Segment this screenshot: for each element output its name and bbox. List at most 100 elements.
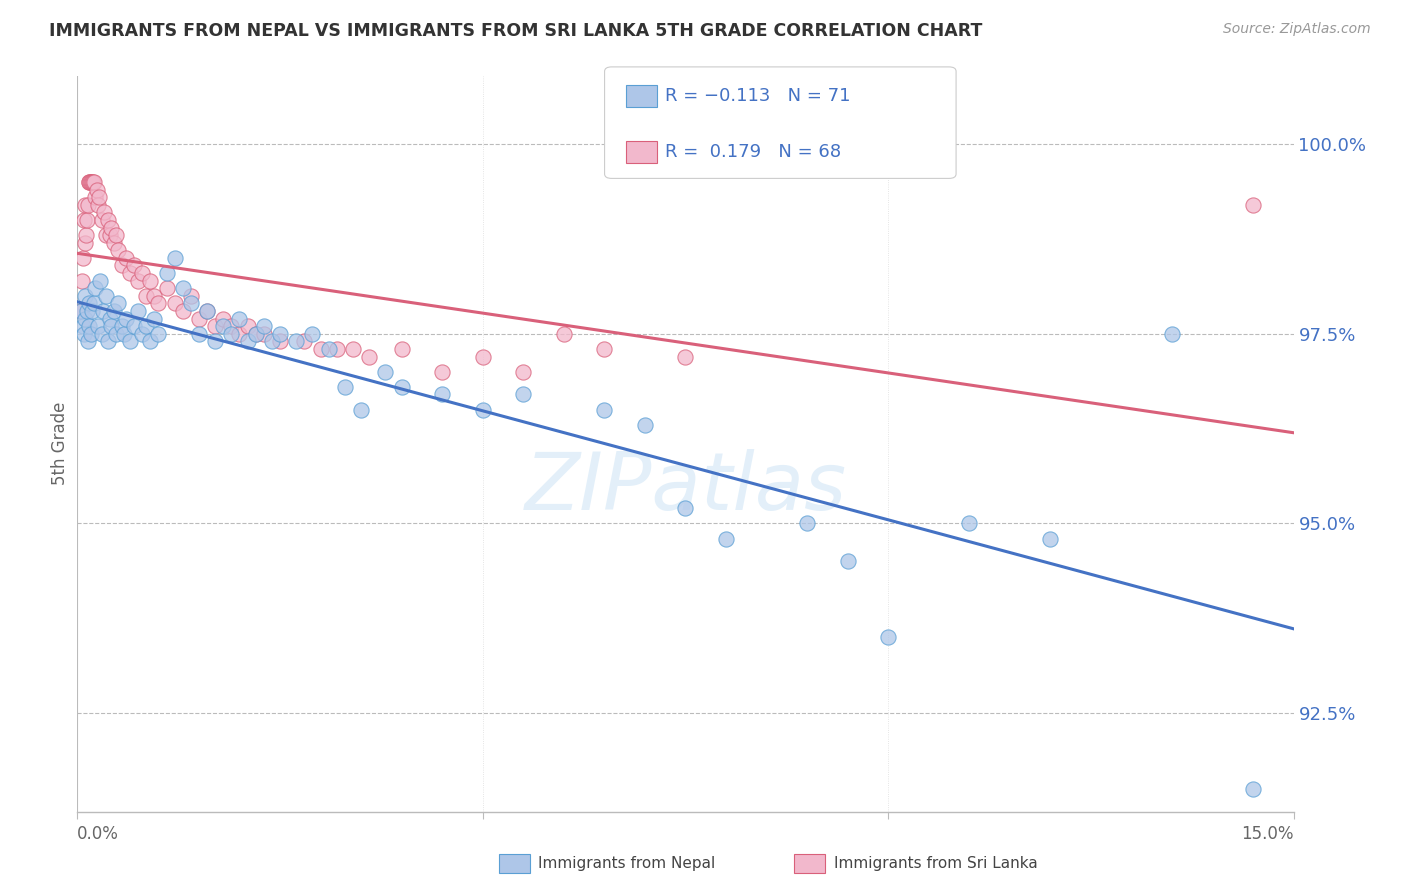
Point	[221, 319, 243, 334]
Point	[180, 289, 202, 303]
Point	[309, 342, 332, 356]
Point	[269, 334, 291, 349]
Point	[86, 319, 108, 334]
Point	[471, 350, 494, 364]
Point	[79, 175, 101, 189]
Point	[97, 213, 120, 227]
Point	[714, 532, 737, 546]
Point	[326, 342, 349, 356]
Point	[131, 326, 153, 341]
Point	[957, 516, 980, 531]
Point	[221, 326, 243, 341]
Point	[98, 228, 121, 243]
Point	[1161, 326, 1184, 341]
Point	[260, 334, 283, 349]
Point	[83, 175, 105, 189]
Point	[675, 350, 697, 364]
Point	[127, 304, 149, 318]
Point	[79, 296, 101, 310]
Point	[115, 311, 138, 326]
Point	[593, 402, 616, 417]
Point	[359, 350, 381, 364]
Point	[94, 228, 117, 243]
Point	[69, 304, 91, 318]
Point	[112, 326, 135, 341]
Point	[430, 387, 453, 401]
Point	[204, 319, 226, 334]
Point	[86, 198, 108, 212]
Point	[1241, 781, 1264, 796]
Point	[90, 213, 112, 227]
Point	[430, 365, 453, 379]
Point	[100, 319, 122, 334]
Text: R = −0.113   N = 71: R = −0.113 N = 71	[665, 87, 851, 105]
Point	[93, 205, 115, 219]
Point	[80, 175, 103, 189]
Point	[115, 251, 138, 265]
Point	[91, 304, 114, 318]
Text: ZIPatlas: ZIPatlas	[524, 449, 846, 527]
Point	[1241, 198, 1264, 212]
Point	[155, 281, 177, 295]
Point	[75, 228, 97, 243]
Point	[76, 334, 98, 349]
Point	[292, 334, 315, 349]
Point	[180, 296, 202, 310]
Text: IMMIGRANTS FROM NEPAL VS IMMIGRANTS FROM SRI LANKA 5TH GRADE CORRELATION CHART: IMMIGRANTS FROM NEPAL VS IMMIGRANTS FROM…	[49, 22, 983, 40]
Point	[471, 402, 494, 417]
Point	[135, 319, 157, 334]
Point	[73, 289, 96, 303]
Point	[73, 326, 96, 341]
Point	[143, 311, 166, 326]
Point	[188, 311, 211, 326]
Point	[877, 630, 900, 644]
Text: 15.0%: 15.0%	[1241, 825, 1294, 843]
Point	[135, 289, 157, 303]
Point	[80, 304, 103, 318]
Point	[837, 554, 859, 568]
Point	[318, 342, 340, 356]
Point	[391, 342, 413, 356]
Point	[512, 387, 534, 401]
Point	[143, 289, 166, 303]
Point	[301, 326, 323, 341]
Point	[139, 334, 162, 349]
Point	[76, 304, 98, 318]
Point	[89, 190, 111, 204]
Point	[76, 198, 98, 212]
Point	[796, 516, 818, 531]
Point	[236, 334, 259, 349]
Point	[90, 326, 112, 341]
Point	[245, 326, 267, 341]
Point	[80, 326, 103, 341]
Point	[350, 402, 373, 417]
Point	[97, 334, 120, 349]
Text: Immigrants from Sri Lanka: Immigrants from Sri Lanka	[834, 856, 1038, 871]
Point	[593, 342, 616, 356]
Point	[89, 274, 111, 288]
Point	[73, 213, 96, 227]
Point	[172, 281, 194, 295]
Y-axis label: 5th Grade: 5th Grade	[51, 402, 69, 485]
Text: Source: ZipAtlas.com: Source: ZipAtlas.com	[1223, 22, 1371, 37]
Point	[107, 296, 129, 310]
Point	[139, 274, 162, 288]
Point	[172, 304, 194, 318]
Point	[103, 235, 125, 250]
Point	[94, 289, 117, 303]
Point	[163, 251, 186, 265]
Point	[553, 326, 575, 341]
Point	[269, 326, 291, 341]
Point	[111, 319, 134, 334]
Text: R =  0.179   N = 68: R = 0.179 N = 68	[665, 143, 841, 161]
Point	[75, 198, 97, 212]
Point	[188, 326, 211, 341]
Point	[195, 304, 218, 318]
Point	[118, 266, 141, 280]
Point	[342, 342, 364, 356]
Point	[72, 251, 94, 265]
Point	[73, 235, 96, 250]
Point	[98, 311, 121, 326]
Point	[127, 274, 149, 288]
Text: 0.0%: 0.0%	[77, 825, 120, 843]
